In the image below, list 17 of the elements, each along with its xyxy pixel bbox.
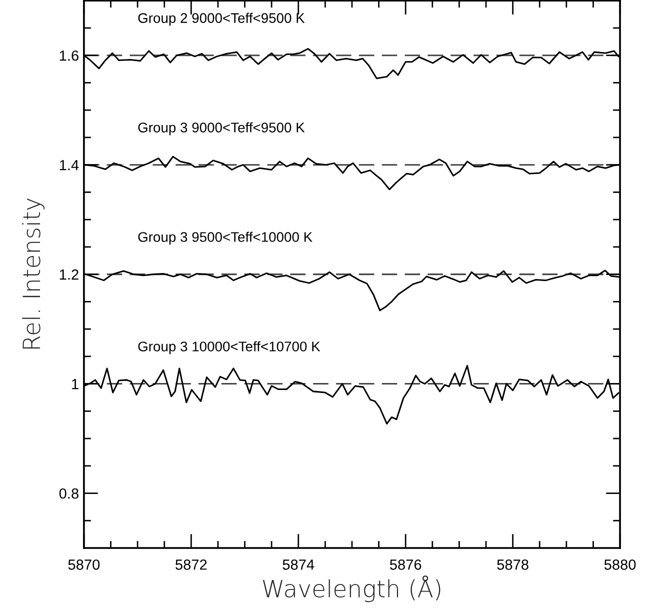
y-tick-label: 1.6	[60, 50, 78, 61]
x-tick-label: 5880	[604, 559, 636, 570]
annotation: Group 3 10000<Teff<10700 K	[138, 341, 320, 354]
annotation: Group 2 9000<Teff<9500 K	[138, 12, 305, 26]
x-tick-label: 5872	[176, 559, 207, 570]
y-tick-label: 1.4	[60, 160, 79, 170]
x-tick-label: 5870	[68, 559, 100, 570]
annotation: Group 3 9000<Teff<9500 K	[138, 122, 305, 136]
y-axis-title: Rel. Intensity	[22, 198, 44, 348]
x-tick-label: 5878	[497, 559, 528, 570]
x-tick-label: 5874	[282, 559, 314, 570]
y-tick-label: 0.8	[59, 488, 78, 499]
annotation: Group 3 9500<Teff<10000 K	[138, 232, 312, 245]
y-tick-label: 1	[72, 379, 78, 390]
x-axis-title: Wavelength (Å)	[262, 575, 440, 602]
x-tick-label: 5876	[390, 559, 422, 570]
y-tick-label: 1.2	[60, 269, 78, 280]
